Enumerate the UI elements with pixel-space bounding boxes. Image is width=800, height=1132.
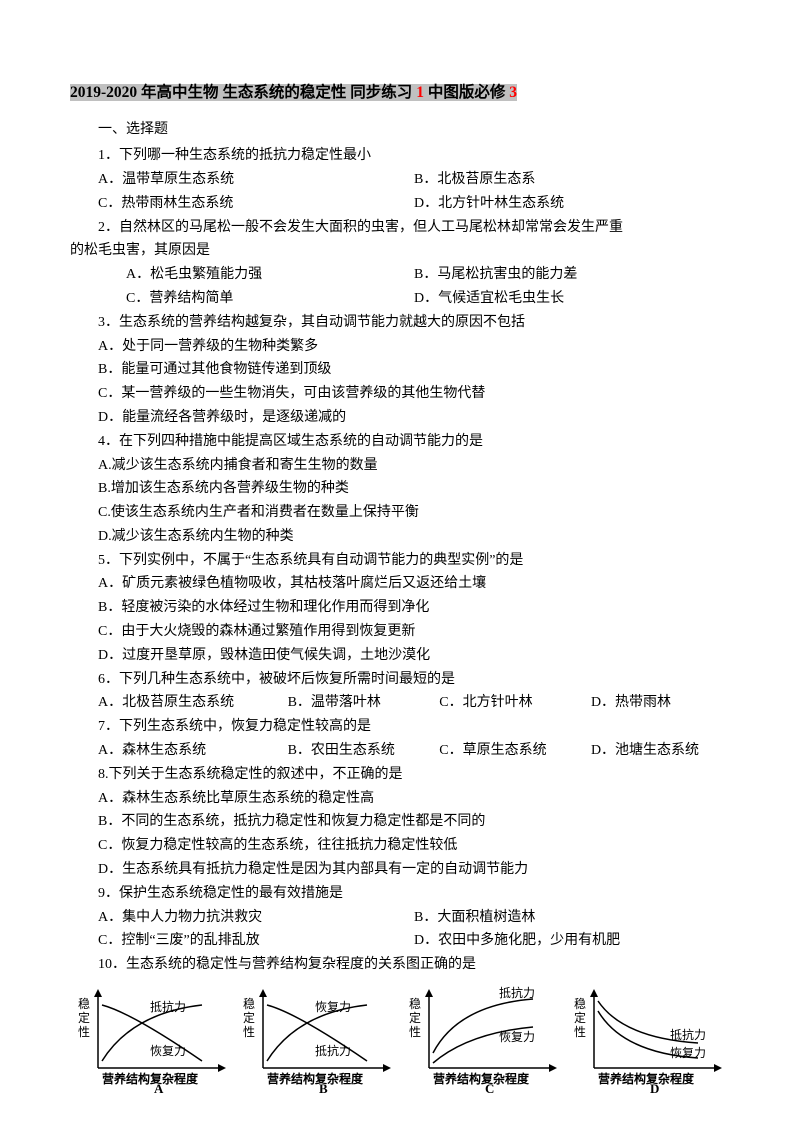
- chart-d: 稳 定 性 抵抗力 恢复力 营养结构复杂程度 D: [568, 983, 728, 1093]
- q5-stem: 5．下列实例中，不属于“生态系统具有自动调节能力的典型实例”的是: [98, 549, 730, 573]
- chart-b: 稳 定 性 恢复力 抵抗力 营养结构复杂程度 B: [237, 983, 397, 1093]
- q6-opt-b: B．温带落叶林: [288, 691, 440, 715]
- xlab-b: 营养结构复杂程度: [267, 1071, 364, 1086]
- q8-opt-b: B．不同的生态系统，抵抗力稳定性和恢复力稳定性都是不同的: [98, 810, 730, 834]
- recover-label-a: 恢复力: [150, 1044, 186, 1058]
- q9-stem: 9．保护生态系统稳定性的最有效措施是: [98, 882, 730, 906]
- q7-options: A．森林生态系统 B．农田生态系统 C．草原生态系统 D．池塘生态系统: [98, 739, 730, 763]
- q4-opt-a: A.减少该生态系统内捕食者和寄生生物的数量: [98, 454, 730, 478]
- q2-options: A．松毛虫繁殖能力强 B．马尾松抗害虫的能力差: [98, 263, 730, 287]
- q6-options: A．北极苔原生态系统 B．温带落叶林 C．北方针叶林 D．热带雨林: [98, 691, 730, 715]
- title-part3: 中图版必修: [424, 84, 509, 101]
- q7-stem: 7．下列生态系统中，恢复力稳定性较高的是: [98, 715, 730, 739]
- svg-text:定: 定: [409, 1010, 421, 1025]
- q3-opt-d: D．能量流经各营养级时，是逐级递减的: [98, 406, 730, 430]
- q4-stem: 4．在下列四种措施中能提高区域生态系统的自动调节能力的是: [98, 430, 730, 454]
- svg-text:稳: 稳: [409, 996, 421, 1011]
- q6-opt-d: D．热带雨林: [591, 691, 730, 715]
- q5-opt-c: C．由于大火烧毁的森林通过繁殖作用得到恢复更新: [98, 620, 730, 644]
- title-red1: 1: [416, 84, 424, 101]
- q3-stem: 3．生态系统的营养结构越复杂，其自动调节能力就越大的原因不包括: [98, 311, 730, 335]
- svg-text:定: 定: [574, 1010, 586, 1025]
- svg-text:定: 定: [243, 1010, 255, 1025]
- q2-opt-a: A．松毛虫繁殖能力强: [98, 263, 414, 287]
- q9-opt-b: B．大面积植树造林: [414, 906, 730, 930]
- q1-opt-c: C．热带雨林生态系统: [98, 192, 414, 216]
- q3-opt-a: A．处于同一营养级的生物种类繁多: [98, 335, 730, 359]
- q1-options-2: C．热带雨林生态系统 D．北方针叶林生态系统: [98, 192, 730, 216]
- section-heading: 一、选择题: [98, 118, 730, 142]
- q8-stem: 8.下列关于生态系统稳定性的叙述中，不正确的是: [98, 763, 730, 787]
- q3-opt-b: B．能量可通过其他食物链传递到顶级: [98, 358, 730, 382]
- svg-text:性: 性: [574, 1025, 586, 1039]
- resist-label-c: 抵抗力: [499, 985, 535, 1000]
- resist-label-d: 抵抗力: [670, 1027, 706, 1042]
- q9-opt-d: D．农田中多施化肥，少用有机肥: [414, 929, 730, 953]
- q8-opt-c: C．恢复力稳定性较高的生态系统，往往抵抗力稳定性较低: [98, 834, 730, 858]
- q2-options-2: C．营养结构简单 D．气候适宜松毛虫生长: [98, 287, 730, 311]
- recover-label-d: 恢复力: [670, 1046, 706, 1060]
- q2-stem1: 2．自然林区的马尾松一般不会发生大面积的虫害，但人工马尾松林却常常会发生严重: [98, 216, 730, 240]
- recover-label-b: 恢复力: [315, 1000, 351, 1014]
- ylab-1: 稳: [78, 996, 90, 1011]
- svg-text:稳: 稳: [574, 996, 586, 1011]
- q2-stem2: 的松毛虫害，其原因是: [70, 239, 730, 263]
- letter-c: C: [485, 1081, 494, 1093]
- letter-b: B: [319, 1081, 328, 1093]
- q9-opt-c: C．控制“三废”的乱排乱放: [98, 929, 414, 953]
- q1-opt-a: A．温带草原生态系统: [98, 168, 414, 192]
- chart-a: 稳 定 性 抵抗力 恢复力 营养结构复杂程度 A: [72, 983, 232, 1093]
- q1-options: A．温带草原生态系统 B．北极苔原生态系: [98, 168, 730, 192]
- q7-opt-a: A．森林生态系统: [98, 739, 288, 763]
- q9-opt-a: A．集中人力物力抗洪救灾: [98, 906, 414, 930]
- q4-opt-b: B.增加该生态系统内各营养级生物的种类: [98, 477, 730, 501]
- document-title: 2019-2020 年高中生物 生态系统的稳定性 同步练习 1 中图版必修 3: [70, 80, 730, 106]
- resist-label-b: 抵抗力: [315, 1043, 351, 1058]
- q9-options-2: C．控制“三废”的乱排乱放 D．农田中多施化肥，少用有机肥: [98, 929, 730, 953]
- xlab-c: 营养结构复杂程度: [433, 1071, 530, 1086]
- recover-label-c: 恢复力: [499, 1030, 535, 1044]
- q7-opt-c: C．草原生态系统: [439, 739, 591, 763]
- title-part2: 年高中生物 生态系统的稳定性 同步练习: [137, 84, 416, 101]
- q6-opt-a: A．北极苔原生态系统: [98, 691, 288, 715]
- q6-opt-c: C．北方针叶林: [439, 691, 591, 715]
- svg-text:性: 性: [243, 1025, 255, 1039]
- q8-opt-a: A．森林生态系统比草原生态系统的稳定性高: [98, 787, 730, 811]
- ylab-3: 性: [78, 1025, 90, 1039]
- xlab-a: 营养结构复杂程度: [102, 1071, 199, 1086]
- letter-d: D: [650, 1081, 659, 1093]
- q4-opt-d: D.减少该生态系统内生物的种类: [98, 525, 730, 549]
- charts-row: 稳 定 性 抵抗力 恢复力 营养结构复杂程度 A 稳 定 性 恢复力 抵抗力 营…: [70, 983, 730, 1093]
- q3-opt-c: C．某一营养级的一些生物消失，可由该营养级的其他生物代替: [98, 382, 730, 406]
- xlab-d: 营养结构复杂程度: [598, 1071, 695, 1086]
- q7-opt-d: D．池塘生态系统: [591, 739, 730, 763]
- q6-stem: 6．下列几种生态系统中，被破坏后恢复所需时间最短的是: [98, 668, 730, 692]
- q7-opt-b: B．农田生态系统: [288, 739, 440, 763]
- svg-text:性: 性: [409, 1025, 421, 1039]
- q5-opt-d: D．过度开垦草原，毁林造田使气候失调，土地沙漠化: [98, 644, 730, 668]
- q1-stem: 1．下列哪一种生态系统的抵抗力稳定性最小: [98, 144, 730, 168]
- q1-opt-d: D．北方针叶林生态系统: [414, 192, 730, 216]
- ylab-2: 定: [78, 1010, 90, 1025]
- q4-opt-c: C.使该生态系统内生产者和消费者在数量上保持平衡: [98, 501, 730, 525]
- title-part1: 2019-2020: [70, 84, 137, 101]
- q9-options: A．集中人力物力抗洪救灾 B．大面积植树造林: [98, 906, 730, 930]
- chart-c: 稳 定 性 抵抗力 恢复力 营养结构复杂程度 C: [403, 983, 563, 1093]
- q5-opt-a: A．矿质元素被绿色植物吸收，其枯枝落叶腐烂后又返还给土壤: [98, 572, 730, 596]
- q10-stem: 10．生态系统的稳定性与营养结构复杂程度的关系图正确的是: [98, 953, 730, 977]
- q5-opt-b: B．轻度被污染的水体经过生物和理化作用而得到净化: [98, 596, 730, 620]
- q1-opt-b: B．北极苔原生态系: [414, 168, 730, 192]
- letter-a: A: [154, 1081, 164, 1093]
- q8-opt-d: D．生态系统具有抵抗力稳定性是因为其内部具有一定的自动调节能力: [98, 858, 730, 882]
- title-red2: 3: [509, 84, 517, 101]
- resist-label-a: 抵抗力: [150, 999, 186, 1014]
- q2-opt-b: B．马尾松抗害虫的能力差: [414, 263, 730, 287]
- q2-opt-d: D．气候适宜松毛虫生长: [414, 287, 730, 311]
- q2-opt-c: C．营养结构简单: [98, 287, 414, 311]
- svg-text:稳: 稳: [243, 996, 255, 1011]
